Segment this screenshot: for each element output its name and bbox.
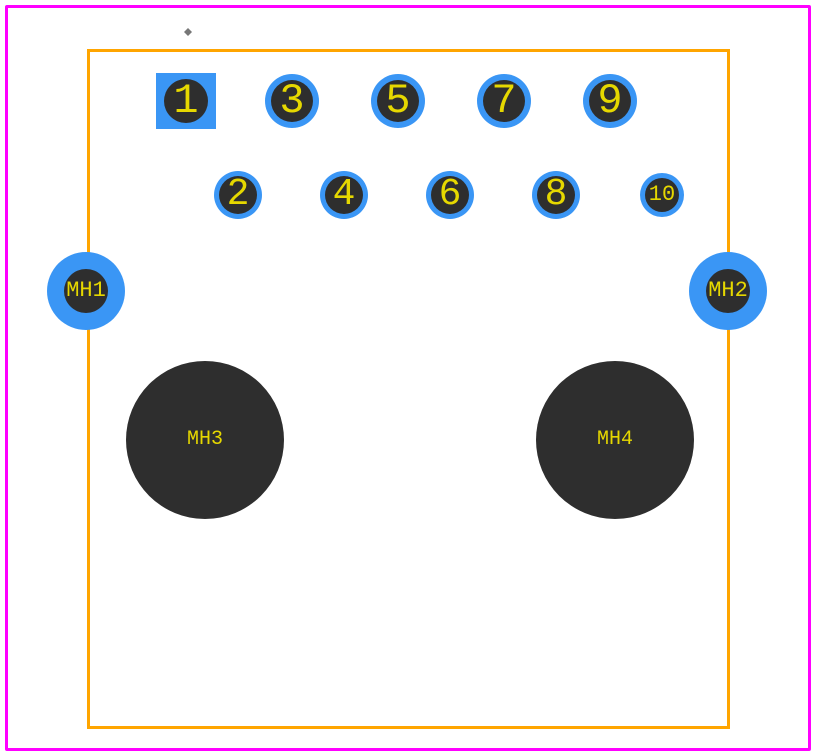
pin-7-label: 7 bbox=[491, 80, 516, 122]
pin-9-label: 9 bbox=[597, 80, 622, 122]
pin-5-pad: 5 bbox=[371, 74, 425, 128]
pin-3-label: 3 bbox=[279, 80, 304, 122]
pin-1-pad: 1 bbox=[156, 73, 216, 129]
mounting-mh2-pad: MH2 bbox=[689, 252, 767, 330]
origin-mark-icon bbox=[184, 23, 192, 31]
pin-5-label: 5 bbox=[385, 80, 410, 122]
mounting-mh4-hole: MH4 bbox=[536, 361, 694, 519]
mounting-mh1-label: MH1 bbox=[66, 280, 106, 302]
mounting-mh2-label: MH2 bbox=[708, 280, 748, 302]
pin-2-pad: 2 bbox=[214, 171, 262, 219]
pin-9-pad: 9 bbox=[583, 74, 637, 128]
pin-7-pad: 7 bbox=[477, 74, 531, 128]
mounting-mh3-label: MH3 bbox=[187, 430, 223, 450]
mounting-mh3-hole: MH3 bbox=[126, 361, 284, 519]
mounting-mh4-label: MH4 bbox=[597, 430, 633, 450]
pin-2-label: 2 bbox=[227, 176, 250, 214]
pin-10-pad: 10 bbox=[640, 173, 684, 217]
pin-6-label: 6 bbox=[439, 176, 462, 214]
pin-4-pad: 4 bbox=[320, 171, 368, 219]
mounting-mh1-pad: MH1 bbox=[47, 252, 125, 330]
pin-8-pad: 8 bbox=[532, 171, 580, 219]
pin-3-pad: 3 bbox=[265, 74, 319, 128]
pin-10-label: 10 bbox=[649, 184, 675, 206]
pin-4-label: 4 bbox=[333, 176, 356, 214]
pin-1-label: 1 bbox=[173, 80, 198, 122]
pin-8-label: 8 bbox=[545, 176, 568, 214]
pin-6-pad: 6 bbox=[426, 171, 474, 219]
